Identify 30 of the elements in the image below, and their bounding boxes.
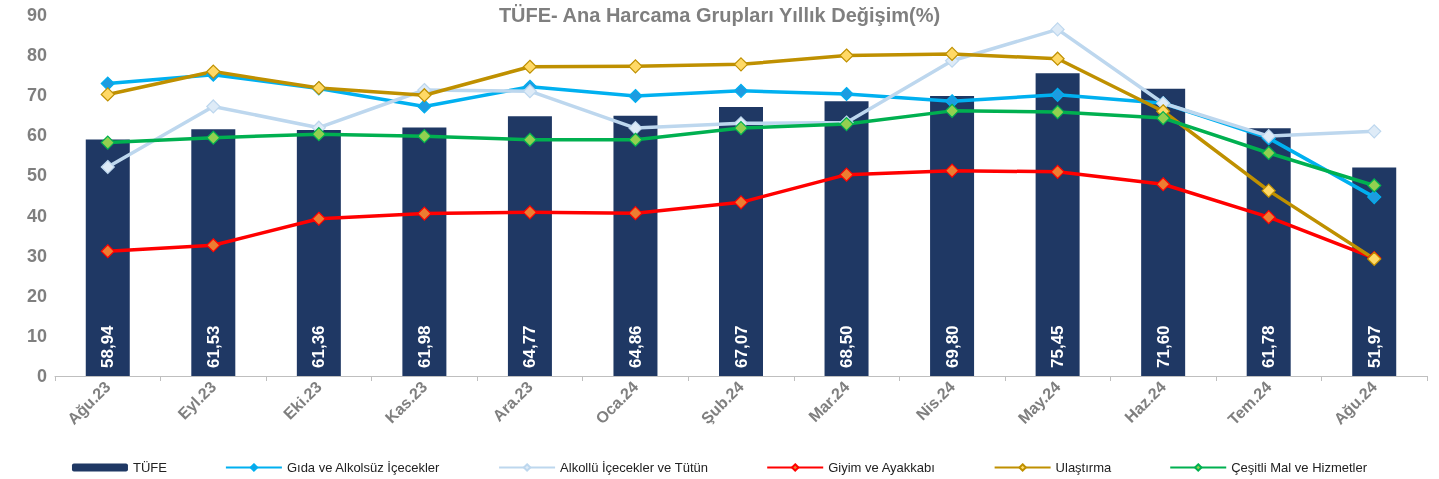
y-tick-label: 90 — [26, 5, 47, 25]
y-tick-label: 20 — [26, 285, 47, 306]
data-label: 64,77 — [520, 325, 540, 368]
y-tick-label: 10 — [26, 325, 47, 346]
y-tick-label: 30 — [26, 245, 47, 266]
data-label: 64,86 — [625, 325, 645, 368]
y-tick-label: 40 — [26, 205, 47, 226]
y-tick-label: 80 — [26, 45, 47, 66]
y-tick-label: 50 — [26, 165, 47, 186]
legend-label: Gıda ve Alkolsüz İçecekler — [286, 460, 441, 475]
data-label: 61,36 — [309, 325, 329, 368]
legend-label: Çeşitli Mal ve Hizmetler — [1231, 460, 1368, 475]
legend-label: Alkollü İçecekler ve Tütün — [560, 460, 708, 475]
y-tick-label: 0 — [36, 366, 47, 386]
legend-label: Giyim ve Ayakkabı — [828, 460, 935, 475]
data-label: 67,07 — [731, 325, 751, 368]
data-label: 61,98 — [414, 325, 434, 368]
data-label: 68,50 — [837, 325, 857, 368]
data-label: 61,78 — [1259, 325, 1279, 368]
y-tick-label: 60 — [26, 125, 47, 146]
legend-label: TÜFE — [132, 460, 168, 475]
data-label: 69,80 — [942, 325, 962, 368]
data-label: 51,97 — [1364, 325, 1384, 368]
data-label: 75,45 — [1048, 325, 1068, 368]
legend-label: Ulaştırma — [1055, 460, 1112, 475]
data-label: 58,94 — [98, 324, 118, 368]
y-tick-label: 70 — [26, 85, 47, 106]
data-label: 61,53 — [203, 325, 223, 368]
chart-title: TÜFE- Ana Harcama Grupları Yıllık Değişim(%) — [498, 4, 941, 26]
data-label: 71,60 — [1153, 325, 1173, 368]
